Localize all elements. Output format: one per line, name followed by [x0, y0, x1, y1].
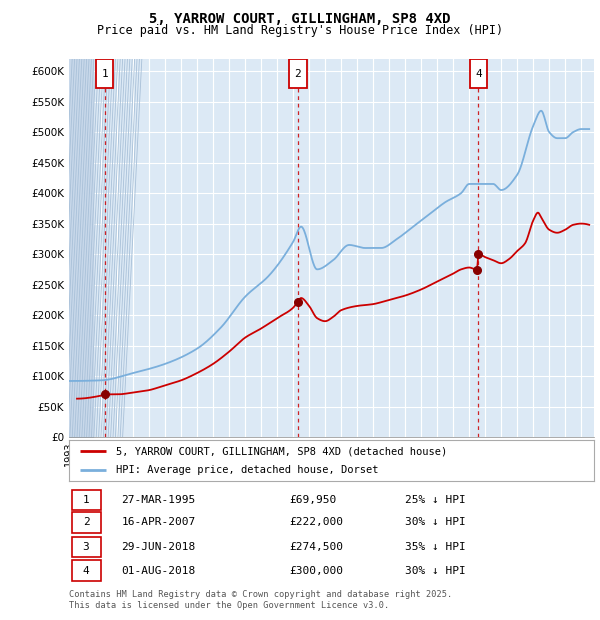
Text: 27-MAR-1995: 27-MAR-1995	[121, 495, 196, 505]
Text: 30% ↓ HPI: 30% ↓ HPI	[405, 565, 466, 575]
Text: 4: 4	[475, 69, 482, 79]
FancyBboxPatch shape	[289, 59, 307, 88]
Text: 16-APR-2007: 16-APR-2007	[121, 518, 196, 528]
Text: 25% ↓ HPI: 25% ↓ HPI	[405, 495, 466, 505]
Text: £222,000: £222,000	[290, 518, 343, 528]
Text: 5, YARROW COURT, GILLINGHAM, SP8 4XD: 5, YARROW COURT, GILLINGHAM, SP8 4XD	[149, 12, 451, 27]
Text: This data is licensed under the Open Government Licence v3.0.: This data is licensed under the Open Gov…	[69, 601, 389, 611]
Text: HPI: Average price, detached house, Dorset: HPI: Average price, detached house, Dors…	[116, 466, 379, 476]
Text: 2: 2	[83, 518, 89, 528]
Text: Price paid vs. HM Land Registry's House Price Index (HPI): Price paid vs. HM Land Registry's House …	[97, 24, 503, 37]
Text: 5, YARROW COURT, GILLINGHAM, SP8 4XD (detached house): 5, YARROW COURT, GILLINGHAM, SP8 4XD (de…	[116, 446, 448, 456]
Text: Contains HM Land Registry data © Crown copyright and database right 2025.: Contains HM Land Registry data © Crown c…	[69, 590, 452, 600]
Text: 30% ↓ HPI: 30% ↓ HPI	[405, 518, 466, 528]
Text: 2: 2	[295, 69, 301, 79]
FancyBboxPatch shape	[71, 537, 101, 557]
FancyBboxPatch shape	[96, 59, 113, 88]
Text: 29-JUN-2018: 29-JUN-2018	[121, 542, 196, 552]
Text: 35% ↓ HPI: 35% ↓ HPI	[405, 542, 466, 552]
Text: 1: 1	[83, 495, 89, 505]
Text: £300,000: £300,000	[290, 565, 343, 575]
Text: 01-AUG-2018: 01-AUG-2018	[121, 565, 196, 575]
Text: £274,500: £274,500	[290, 542, 343, 552]
FancyBboxPatch shape	[71, 512, 101, 533]
FancyBboxPatch shape	[71, 560, 101, 581]
Text: £69,950: £69,950	[290, 495, 337, 505]
FancyBboxPatch shape	[71, 490, 101, 510]
FancyBboxPatch shape	[470, 59, 487, 88]
Text: 3: 3	[83, 542, 89, 552]
Text: 4: 4	[83, 565, 89, 575]
Text: 1: 1	[101, 69, 108, 79]
